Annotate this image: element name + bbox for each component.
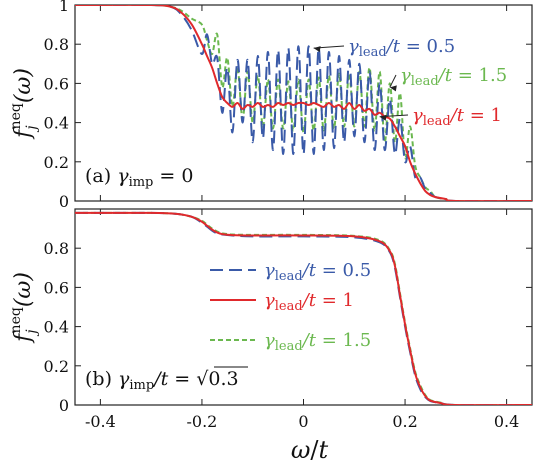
annotation-label: γlead/t = 0.5: [348, 36, 455, 60]
legend-label: γlead/t = 1.5: [264, 330, 371, 354]
x-tick-label: 0.4: [494, 412, 519, 431]
panel-b: 00.20.40.60.8-0.4 -0.2 0 0.2 0.4fjneq(ω)(b) …: [8, 208, 533, 464]
panel-a: 0 0.2 0.4 0.6 0.8 1 fjneq(ω) (a) γimp = 0 γlead/…: [8, 0, 533, 211]
x-tick-label: -0.2: [187, 412, 218, 431]
series-line-solid: [75, 211, 532, 405]
y-tick-label: 0.2: [44, 153, 69, 172]
arrow-head: [379, 114, 387, 121]
y-tick-label: 0.4: [44, 318, 69, 337]
legend-label: γlead/t = 1: [264, 290, 354, 314]
y-axis-label: fjneq(ω): [8, 68, 40, 140]
arrow-head: [389, 85, 397, 92]
series-line-short-dash: [75, 5, 532, 201]
annotation-label: γlead/t = 1: [412, 105, 502, 129]
y-tick-label: 1: [59, 0, 69, 15]
y-tick-label: 0.8: [44, 239, 69, 258]
y-tick-label: 0: [59, 396, 69, 415]
x-axis-label: ω/t: [291, 436, 329, 464]
annotation-label: γlead/t = 1.5: [400, 65, 507, 89]
legend-label: γlead/t = 0.5: [264, 260, 371, 284]
annotation-arrow: [389, 74, 397, 88]
y-tick-label: 0.6: [44, 278, 69, 297]
panel-label: (a) γimp = 0: [85, 165, 193, 190]
panel-label: (b) γimp/t = √0.3: [85, 368, 239, 393]
y-tick-label: 0.6: [44, 74, 69, 93]
x-tick-label: 0: [298, 412, 308, 431]
y-tick-label: 0.4: [44, 114, 69, 133]
arrow-head: [313, 46, 321, 53]
series-line-solid: [75, 5, 532, 201]
x-tick-label: -0.4: [85, 412, 116, 431]
y-tick-label: 0.8: [44, 35, 69, 54]
y-tick-label: 0.2: [44, 357, 69, 376]
series-line-long-dash: [75, 5, 532, 201]
x-tick-label: 0.2: [392, 412, 417, 431]
y-axis-label: fjneq(ω): [8, 272, 40, 344]
y-tick-label: 0: [59, 192, 69, 211]
